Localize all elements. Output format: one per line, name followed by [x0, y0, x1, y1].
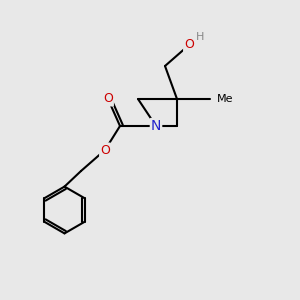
Text: N: N: [151, 119, 161, 133]
Text: H: H: [196, 32, 205, 43]
Text: O: O: [184, 38, 194, 52]
Text: Me: Me: [217, 94, 233, 104]
Text: O: O: [100, 143, 110, 157]
Text: O: O: [103, 92, 113, 106]
